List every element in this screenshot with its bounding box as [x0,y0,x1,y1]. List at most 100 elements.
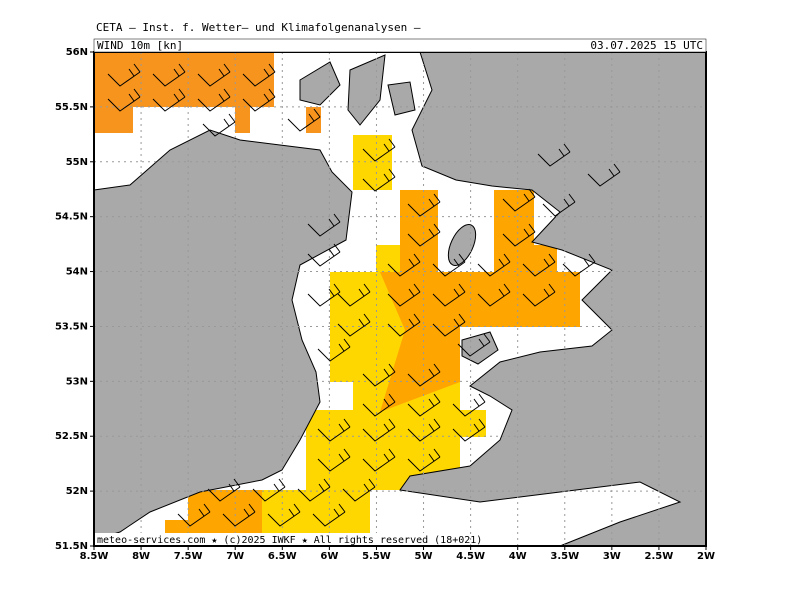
wind-barb [312,503,346,527]
lat-label: 55N [66,157,88,168]
wind-barb [202,113,236,137]
footer-bg [95,533,463,545]
field-mid [494,190,534,272]
wind-barb [387,283,421,307]
map-area [93,51,707,547]
wind-barb [242,63,276,87]
wind-barb [177,503,211,527]
lat-label: 52.5N [55,431,88,442]
lon-label: 6W [320,551,338,562]
lat-label: 53.5N [55,321,88,332]
wind-barb [407,223,441,247]
field-strong [94,107,133,133]
date: 03.07.2025 15 UTC [590,39,703,52]
wind-barb [452,418,486,442]
wind-barb [477,283,511,307]
lon-label: 7.5W [174,551,203,562]
wind-barb [432,313,466,337]
wind-barb [307,243,341,267]
wind-barb [522,283,556,307]
wind-barb [317,338,351,362]
lat-label: 54N [66,267,88,278]
lon-label: 5W [415,551,433,562]
ireland [93,129,353,541]
wind-barb [317,418,351,442]
wind-barb [222,503,256,527]
wind-barb [242,88,276,112]
wind-barbs [107,63,621,527]
wind-barb [267,503,301,527]
lat-label: 54.5N [55,212,88,223]
wind-barb [107,88,141,112]
wind-barb [562,253,596,277]
wind-barb [362,138,396,162]
field-mid [400,190,438,272]
isle-of-man [447,224,477,266]
wind-barb [362,363,396,387]
wind-barb [407,448,441,472]
islay [299,61,341,106]
jura [347,54,386,126]
lon-label: 3.5W [550,551,579,562]
lon-label: 5.5W [362,551,391,562]
wind-barb [432,253,466,277]
wind-barb [502,223,536,247]
wind-barb [457,333,491,357]
wind-barb [307,283,341,307]
wind-barb [207,478,241,502]
wind-barb [297,478,331,502]
lat-label: 52N [66,486,88,497]
header: CETA — Inst. f. Wetter— und Klimafolgena… [96,21,421,34]
wind-barb [197,88,231,112]
wind-barb [587,163,621,187]
lon-label: 6.5W [268,551,297,562]
wind-barb [407,418,441,442]
field-low [306,410,486,437]
wind-barb [407,393,441,417]
wind-barb [502,188,536,212]
wind-barb [537,143,571,167]
wind-barb [387,313,421,337]
footer: meteo-services.com ★ (c)2025 IWKF ★ All … [97,535,482,546]
wind-barb [522,253,556,277]
field-mid [534,245,557,272]
lon-label: 4W [509,551,527,562]
lon-label: 8W [132,551,150,562]
wind-barb [362,393,396,417]
wind-barb [432,283,466,307]
wind-barb [337,283,371,307]
field-low [376,245,400,272]
lon-label: 4.5W [456,551,485,562]
wind-barb [252,478,286,502]
field-strong [235,107,250,133]
wind-barb [362,448,396,472]
wind-barb [197,63,231,87]
wind-barb [307,213,341,237]
great-britain [399,51,707,547]
wind-barb [362,168,396,192]
lat-label: 53N [66,376,88,387]
title-bar [93,38,707,53]
lat-label: 56N [66,47,88,58]
wind-barb [362,418,396,442]
lon-label: 2.5W [645,551,674,562]
wind-barb [107,63,141,87]
graticule [94,52,706,546]
lat-label: 51.5N [55,541,88,552]
wind-barb [452,393,486,417]
wind-barb [337,313,371,337]
field-low [353,135,392,190]
lon-label: 2W [697,551,715,562]
wind-barb [317,448,351,472]
title: WIND 10m [kn] [97,39,183,52]
lon-label: 7W [226,551,244,562]
wind-barb [542,193,576,217]
wind-barb [387,253,421,277]
wind-barb [407,363,441,387]
wind-barb [152,88,186,112]
lon-label: 8.5W [80,551,109,562]
lat-label: 55.5N [55,102,88,113]
wind-barb [287,108,321,132]
wind-barb [152,63,186,87]
